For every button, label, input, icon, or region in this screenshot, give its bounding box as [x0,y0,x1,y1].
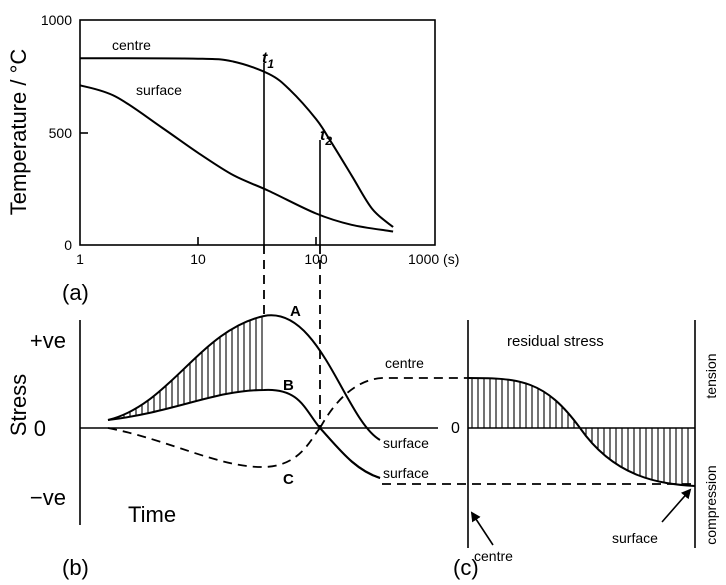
surface-cooling-curve [79,84,394,233]
arrow-label-centre: centre [474,548,513,564]
x-axis-label-time: Time [128,502,176,527]
surface-arrow [661,488,692,523]
curve-label-surface: surface [136,82,182,98]
panel-b-label: (b) [62,555,89,580]
y-tick-label-negative: −ve [30,485,66,510]
y-tick-label-zero: 0 [34,416,46,441]
label-surface-b-lower: surface [383,465,429,481]
x-tick-label-1000: 1000 (s) [408,251,459,267]
y-tick-label-positive: +ve [30,328,66,353]
panel-b: A B C centre surface surface +ve 0 −ve S… [6,303,695,580]
hatching-c [471,378,689,486]
tension-label: tension [703,353,719,398]
panel-c-zero-label: 0 [451,420,460,437]
t2-label: t2 [320,127,332,148]
label-centre-b: centre [385,355,424,371]
centre-residual-dashed [319,377,468,429]
y-axis-label-temperature: Temperature / °C [6,49,31,216]
panel-a-label: (a) [62,280,89,305]
stress-curve-c-dashed [107,427,321,468]
arrow-label-surface: surface [612,530,658,546]
surface-stress-curve [319,427,381,479]
y-tick-label-1000: 1000 [41,12,72,28]
x-tick-label-10: 10 [190,251,206,267]
curve-letter-c: C [283,471,294,488]
centre-cooling-curve [79,57,394,228]
residual-stress-title: residual stress [507,333,604,350]
hatching-b [117,316,263,419]
y-tick-label-0: 0 [64,237,72,253]
curve-letter-b: B [283,377,294,394]
curve-label-centre: centre [112,37,151,53]
x-tick-label-1: 1 [76,251,84,267]
residual-stress-curve [467,377,696,487]
t1-label: t1 [262,50,274,71]
panel-a: 1000 500 0 1 10 100 1000 (s) Temperature… [6,12,459,305]
label-surface-b-upper: surface [383,435,429,451]
centre-arrow [470,511,494,546]
panel-a-frame [79,19,436,246]
y-axis-label-stress: Stress [6,374,31,436]
x-tick-label-100: 100 [304,251,328,267]
panel-c: residual stress 0 tension compression ce… [451,320,719,580]
curve-letter-a: A [290,303,301,320]
y-tick-label-500: 500 [49,125,73,141]
panel-c-label: (c) [453,555,479,580]
compression-label: compression [703,465,719,544]
stress-curve-a [107,314,381,441]
